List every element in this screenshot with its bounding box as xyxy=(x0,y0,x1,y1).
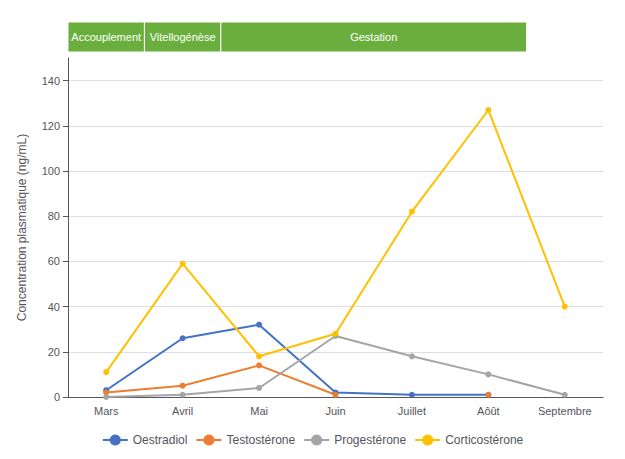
svg-text:0: 0 xyxy=(54,391,60,403)
svg-text:Mars: Mars xyxy=(94,405,119,417)
svg-text:20: 20 xyxy=(48,346,60,358)
svg-text:Vitellogénèse: Vitellogénèse xyxy=(150,31,216,43)
svg-text:Aôût: Aôût xyxy=(477,405,500,417)
svg-text:60: 60 xyxy=(48,255,60,267)
svg-text:Testostérone: Testostérone xyxy=(226,433,295,447)
svg-text:120: 120 xyxy=(42,120,60,132)
svg-text:Accouplement: Accouplement xyxy=(71,31,141,43)
svg-text:Septembre: Septembre xyxy=(538,405,592,417)
svg-text:Avril: Avril xyxy=(172,405,193,417)
svg-text:Juillet: Juillet xyxy=(398,405,426,417)
svg-text:40: 40 xyxy=(48,301,60,313)
svg-text:80: 80 xyxy=(48,210,60,222)
svg-text:Corticostérone: Corticostérone xyxy=(445,433,523,447)
svg-text:140: 140 xyxy=(42,75,60,87)
svg-text:Mai: Mai xyxy=(250,405,268,417)
svg-text:Oestradiol: Oestradiol xyxy=(133,433,188,447)
svg-text:Gestation: Gestation xyxy=(350,31,397,43)
svg-text:Juin: Juin xyxy=(325,405,345,417)
svg-text:Concentration plasmatique (ng/: Concentration plasmatique (ng/mL) xyxy=(15,134,29,321)
svg-text:100: 100 xyxy=(42,165,60,177)
svg-text:Progestérone: Progestérone xyxy=(334,433,406,447)
